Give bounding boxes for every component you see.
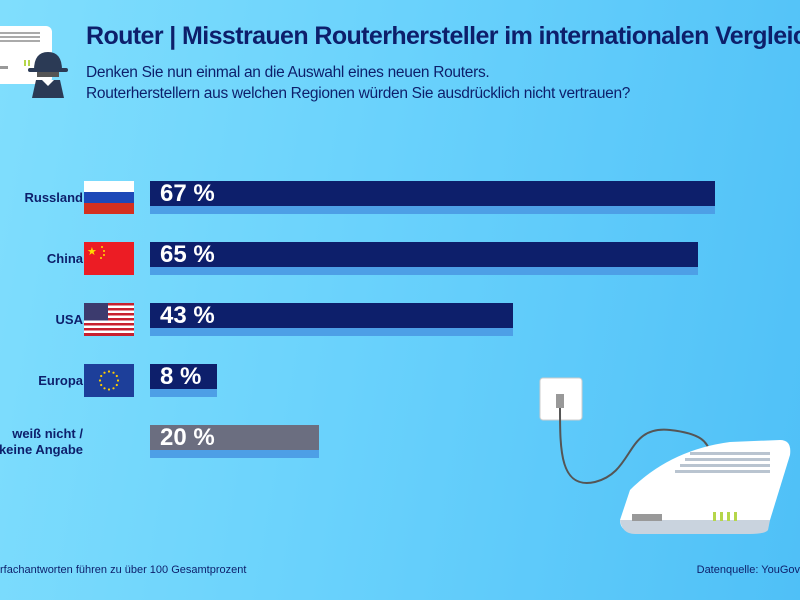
eu-star (107, 388, 111, 391)
eu-star (103, 371, 106, 374)
category-label-russland: Russland (24, 190, 83, 205)
subtitle-line-1: Denken Sie nun einmal an die Auswahl ein… (86, 64, 490, 81)
data-label: 43 % (160, 302, 215, 329)
bar-fill (150, 303, 513, 328)
eu-star (100, 383, 103, 387)
eu-star (116, 379, 120, 382)
eu-star (115, 383, 118, 387)
bar-1: 65 % (150, 241, 699, 275)
eu-star (112, 387, 115, 390)
eu-star (115, 374, 118, 378)
bar-accent-strip (150, 267, 699, 275)
category-label-usa: USA (55, 312, 83, 327)
bar-2: 43 % (150, 302, 513, 336)
china-flag-icon: ★ (84, 242, 134, 275)
footnote: rfachantworten führen zu über 100 Gesamt… (0, 564, 247, 576)
eu-star (107, 370, 111, 373)
eu-star (98, 379, 102, 382)
bar-fill (150, 364, 218, 389)
chart-title: Router | Misstrauen Routerhersteller im … (86, 22, 800, 50)
russia-flag-icon (84, 181, 134, 214)
bar-0: 67 % (150, 180, 715, 214)
category-label-europa: Europa (38, 373, 83, 388)
svg-text:★: ★ (87, 246, 97, 258)
usa-flag-icon (84, 303, 134, 336)
category-label-text: weiß nicht / keine Angabe (0, 426, 83, 457)
bar-accent-strip (150, 206, 715, 214)
data-label: 8 % (160, 363, 202, 390)
bar-4: 20 % (150, 424, 319, 458)
category-label-china: China (46, 251, 83, 266)
eu-star (112, 371, 115, 374)
data-label: 65 % (160, 241, 215, 268)
bar-fill (150, 181, 715, 206)
subtitle-line-2: Routerherstellern aus welchen Regionen w… (86, 85, 631, 102)
category-label-weiss-nicht: weiß nicht / keine Angabe (0, 426, 83, 458)
bar-3: 8 % (150, 363, 218, 397)
data-label: 67 % (160, 180, 215, 207)
bar-accent-strip (150, 389, 218, 397)
bar-accent-strip (150, 328, 513, 336)
data-source: Datenquelle: YouGov (696, 564, 800, 576)
data-label: 20 % (160, 424, 215, 451)
router-illustration (539, 377, 791, 534)
eu-star (100, 374, 103, 378)
bar-fill (150, 425, 319, 450)
router-spy-icon (0, 26, 68, 98)
eu-star (103, 387, 106, 390)
bar-fill (150, 242, 699, 267)
bar-accent-strip (150, 450, 319, 458)
eu-flag-icon (84, 364, 134, 397)
